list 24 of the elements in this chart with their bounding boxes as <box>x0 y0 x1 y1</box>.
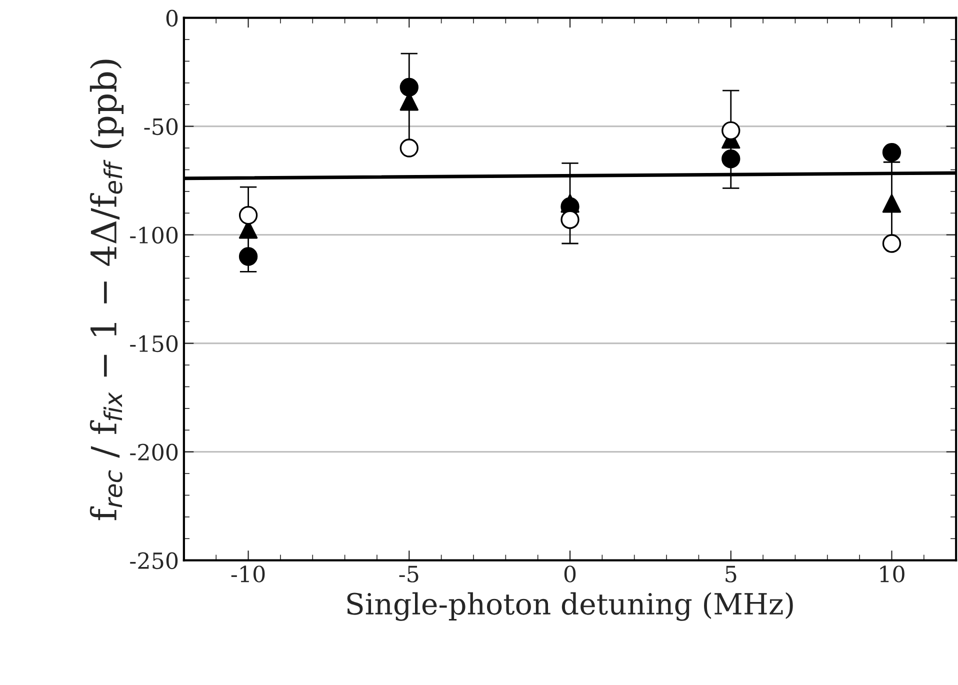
point <box>400 138 418 158</box>
x-tick-label: 5 <box>726 566 736 582</box>
x-tick-label: 0 <box>564 566 576 582</box>
y-tick-label: -250 <box>130 552 178 570</box>
point <box>882 143 902 162</box>
point <box>560 194 580 213</box>
x-tick-label: -5 <box>399 566 418 582</box>
y-axis-title: f$_{rec}$ / f$_{fix}$ − 1 − 4Δ/f$_{eff}$ (ppb) <box>90 60 124 520</box>
point <box>882 234 902 253</box>
y-tick-label: -50 <box>144 118 178 136</box>
x-tick-label: -10 <box>231 566 265 582</box>
x-tick-label: 10 <box>880 566 904 582</box>
point <box>400 78 418 97</box>
x-axis-title: Single-photon detuning (MHz) <box>347 592 793 621</box>
point <box>238 247 258 266</box>
point <box>882 194 902 213</box>
y-tick-label: -200 <box>130 444 178 461</box>
point <box>722 150 740 168</box>
y-tick-label: -150 <box>130 335 178 352</box>
point <box>238 206 258 225</box>
y-tick-label: 0 <box>166 10 178 27</box>
y-tick-label: -100 <box>130 226 178 244</box>
point <box>560 210 580 229</box>
point <box>722 121 740 140</box>
